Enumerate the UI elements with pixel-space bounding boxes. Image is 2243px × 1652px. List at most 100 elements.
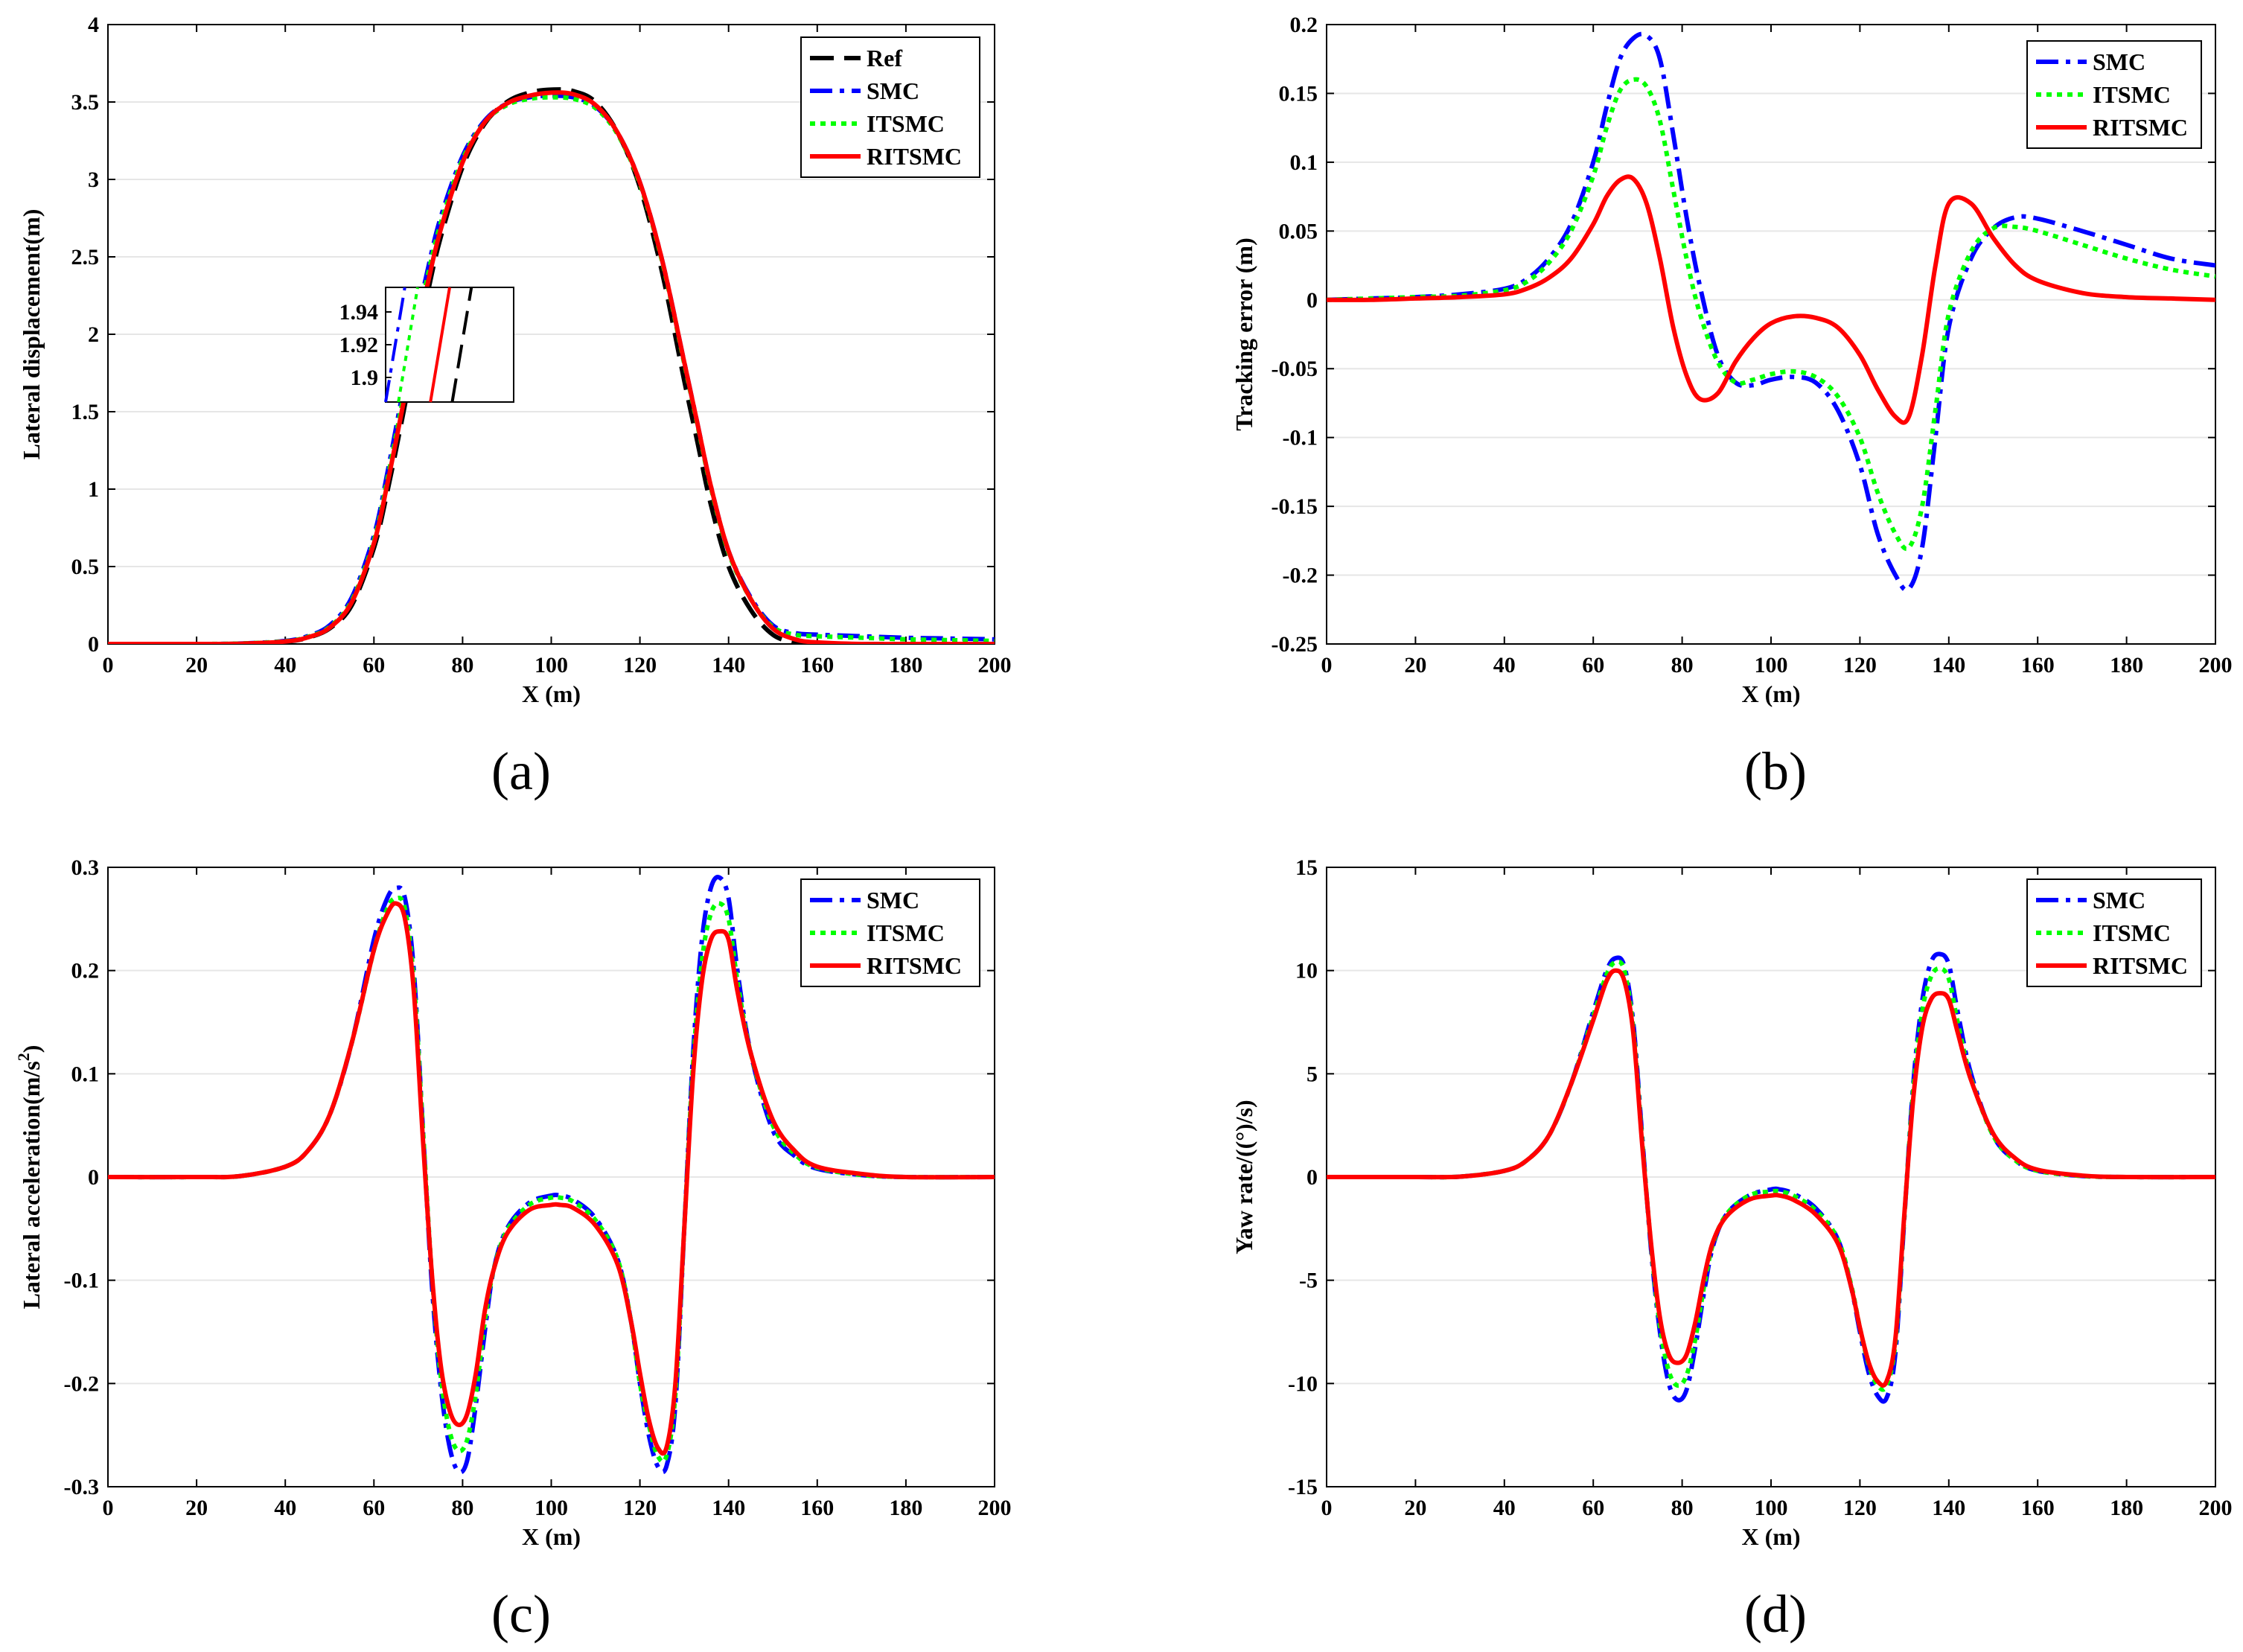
series-line-itsmc bbox=[1327, 77, 2215, 552]
x-tick-label: 140 bbox=[1932, 653, 1965, 677]
x-tick-label: 0 bbox=[103, 1496, 114, 1520]
x-tick-label: 60 bbox=[363, 1496, 385, 1520]
x-tick-label: 20 bbox=[1404, 1496, 1426, 1520]
legend-label-ritsmc: RITSMC bbox=[867, 143, 962, 170]
x-tick-label: 100 bbox=[535, 1496, 568, 1520]
y-axis-label: Tracking error (m) bbox=[1231, 237, 1257, 430]
y-tick-label: 15 bbox=[1295, 855, 1318, 880]
series-line-smc bbox=[1327, 31, 2215, 593]
x-tick-label: 120 bbox=[1843, 1496, 1877, 1520]
y-tick-label: -5 bbox=[1299, 1269, 1318, 1293]
inset-line-smc bbox=[384, 287, 406, 403]
x-tick-label: 120 bbox=[623, 653, 657, 677]
y-tick-label: 0.1 bbox=[1290, 150, 1318, 175]
y-tick-label: 1.5 bbox=[71, 400, 100, 424]
series-line-ritsmc bbox=[108, 901, 995, 1456]
legend-box bbox=[800, 878, 980, 987]
legend-label-ritsmc: RITSMC bbox=[867, 952, 962, 979]
y-tick-label: -0.1 bbox=[64, 1269, 100, 1293]
chart-panel-a: 0 20 40 60 80 100 120 140 160 180 200 0 0.5 1 1.5 2 2.5 3… bbox=[18, 13, 1012, 801]
y-tick-label: -0.05 bbox=[1272, 357, 1318, 381]
series-line-smc bbox=[108, 93, 995, 644]
y-tick-label: 0.1 bbox=[71, 1062, 100, 1086]
legend-label-ritsmc: RITSMC bbox=[2093, 114, 2188, 141]
inset-tick-label: 1.9 bbox=[351, 366, 379, 390]
x-tick-label: 200 bbox=[2199, 653, 2233, 677]
series-line-ritsmc bbox=[1327, 968, 2215, 1388]
y-axis-label-text: Tracking error (m) bbox=[1231, 237, 1257, 430]
x-tick-label: 0 bbox=[1321, 653, 1333, 677]
panel-label: (d) bbox=[1744, 1584, 1807, 1644]
x-tick-label: 20 bbox=[185, 653, 208, 677]
series-line-ref bbox=[108, 87, 995, 644]
y-tick-label: 0.3 bbox=[71, 855, 100, 880]
inset-box bbox=[385, 287, 514, 403]
x-tick-label: 40 bbox=[274, 653, 296, 677]
x-tick-label: 20 bbox=[185, 1496, 208, 1520]
x-tick-label: 180 bbox=[2110, 1496, 2143, 1520]
inset-tick-label: 1.92 bbox=[339, 333, 379, 357]
y-tick-label: 4 bbox=[88, 13, 99, 37]
chart-panel-c: 0 20 40 60 80 100 120 140 160 180 200-0.3-0.2-0.10… bbox=[14, 855, 1012, 1644]
x-tick-label: 200 bbox=[978, 1496, 1012, 1520]
legend: SMC ITSMC RITSMC bbox=[2026, 40, 2202, 149]
x-tick-label: 80 bbox=[1671, 653, 1694, 677]
y-tick-label: 0.2 bbox=[71, 959, 100, 983]
inset-tick-label: 1.94 bbox=[339, 300, 379, 325]
y-axis-label-text: Lateral displacement(m) bbox=[18, 209, 45, 460]
y-axis-label: Yaw rate/((°)/s) bbox=[1231, 1100, 1257, 1254]
y-tick-label: 0 bbox=[88, 1165, 99, 1190]
y-axis-label-text: Yaw rate/((°)/s) bbox=[1231, 1100, 1257, 1254]
x-tick-label: 160 bbox=[2021, 653, 2055, 677]
panel-label: (a) bbox=[491, 742, 551, 801]
x-axis-label: X (m) bbox=[1741, 1523, 1800, 1550]
legend-label-smc: SMC bbox=[2093, 48, 2145, 75]
x-tick-label: 40 bbox=[1493, 653, 1516, 677]
legend-box bbox=[2026, 40, 2202, 149]
x-tick-label: 20 bbox=[1404, 653, 1426, 677]
y-axis-label: Lateral acceleration(m/s2) bbox=[14, 1045, 45, 1310]
legend-label-itsmc: ITSMC bbox=[867, 919, 945, 946]
x-tick-label: 100 bbox=[1755, 653, 1788, 677]
x-tick-label: 100 bbox=[535, 653, 568, 677]
x-tick-label: 60 bbox=[1582, 653, 1604, 677]
x-tick-label: 60 bbox=[1582, 1496, 1604, 1520]
legend: SMC ITSMC RITSMC bbox=[800, 878, 980, 987]
y-tick-label: 1 bbox=[88, 477, 99, 502]
legend-label-itsmc: ITSMC bbox=[2093, 81, 2171, 108]
series-line-itsmc bbox=[108, 896, 995, 1464]
x-tick-label: 100 bbox=[1755, 1496, 1788, 1520]
x-tick-label: 120 bbox=[1843, 653, 1877, 677]
panel-label: (b) bbox=[1744, 742, 1807, 801]
inset-line-ritsmc bbox=[429, 287, 451, 403]
x-tick-label: 180 bbox=[889, 1496, 922, 1520]
x-tick-label: 160 bbox=[800, 653, 834, 677]
x-tick-label: 80 bbox=[451, 1496, 473, 1520]
x-tick-label: 80 bbox=[451, 653, 473, 677]
legend-label-ref: Ref bbox=[867, 45, 902, 71]
y-tick-label: -0.2 bbox=[64, 1371, 100, 1396]
series-line-itsmc bbox=[1327, 959, 2215, 1392]
legend-label-smc: SMC bbox=[867, 77, 919, 104]
zoom-inset: 1.9 1.92 1.94 bbox=[339, 287, 514, 403]
legend-label-smc: SMC bbox=[867, 887, 919, 913]
y-axis-label-end: ) bbox=[18, 1045, 45, 1053]
x-axis-label: X (m) bbox=[522, 680, 581, 707]
series-line-ritsmc bbox=[1327, 174, 2215, 425]
y-tick-label: -0.3 bbox=[64, 1475, 100, 1499]
x-tick-label: 140 bbox=[712, 1496, 745, 1520]
chart-panel-b: 0 20 40 60 80 100 120 140 160 180 200 -0.25 -0.2 -0.1… bbox=[1231, 13, 2233, 801]
x-tick-label: 200 bbox=[2199, 1496, 2233, 1520]
inset-line-ref bbox=[450, 287, 473, 403]
y-tick-label: -0.15 bbox=[1272, 494, 1318, 519]
y-tick-label: 3 bbox=[88, 168, 99, 192]
x-tick-label: 40 bbox=[274, 1496, 296, 1520]
x-tick-label: 160 bbox=[800, 1496, 834, 1520]
legend: Ref SMC ITSMC RITSMC bbox=[800, 36, 980, 178]
y-axis-label-text: Lateral acceleration(m/s bbox=[18, 1061, 45, 1309]
chart-panel-d: 0 20 40 60 80 100 120 140 160 180 200 -15 -10 -5 0 5 10 1… bbox=[1231, 855, 2233, 1644]
legend-box bbox=[2026, 878, 2202, 987]
y-tick-label: 0 bbox=[1306, 288, 1318, 313]
legend: SMC ITSMC RITSMC bbox=[2026, 878, 2202, 987]
